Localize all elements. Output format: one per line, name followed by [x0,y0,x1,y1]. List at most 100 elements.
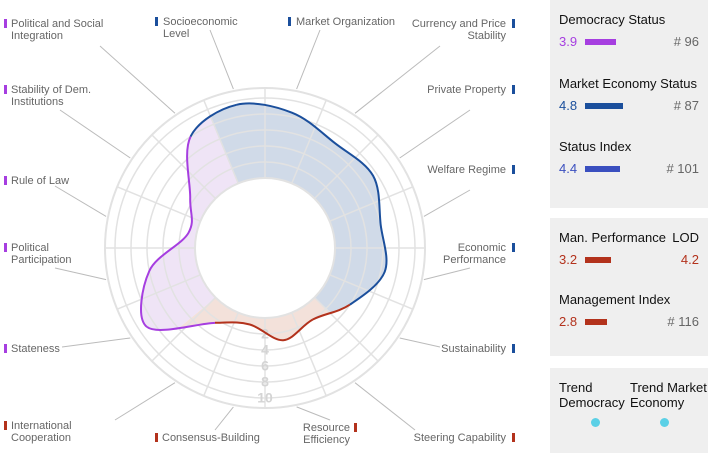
lod-label: LOD [672,230,699,245]
status-row: Democracy Status 3.9 # 96 [559,12,699,49]
status-row: Status Index 4.4 # 101 [559,139,699,176]
axis-marker [512,19,515,28]
outer-ring [104,87,426,409]
row-rank: # 87 [673,98,699,113]
leader-line [114,382,176,421]
grid-ring [146,129,384,367]
axis-marker [354,423,357,432]
spoke [291,312,327,397]
leader-line [214,406,234,431]
status-panel: Democracy Status 3.9 # 96 Market Economy… [550,0,708,208]
row-rank: # 116 [667,314,699,329]
r-tick-label: 10 [257,390,273,406]
series-line [140,136,193,328]
axis-marker [4,243,7,252]
spoke [203,312,239,397]
axis-marker [155,17,158,26]
grid-ring [162,145,368,351]
leader-line [99,45,176,114]
management-row: Management Index 2.8 # 116 [559,292,699,329]
axis-label: Market Organization [296,16,396,28]
trend-dot [660,418,669,427]
management-panel: Man. Performance 3.2 LOD 4.2 Management … [550,218,708,356]
series-fill [141,116,239,330]
grid-ring [130,113,400,383]
axis-label: Resource Efficiency [302,422,350,446]
lod-value: 4.2 [680,252,699,267]
axis-marker [4,19,7,28]
spoke [203,99,239,184]
status-row: Market Economy Status 4.8 # 87 [559,76,699,113]
axis-marker [4,344,7,353]
row-bar [585,39,617,45]
row-bar [585,166,621,172]
r-tick-label: 8 [261,374,269,390]
spoke [151,134,217,200]
leader-line [354,45,441,114]
axis-marker [288,17,291,26]
leader-line [399,337,441,348]
row-rank: # 101 [666,161,699,176]
axis-marker [512,85,515,94]
row-value: 4.8 [559,98,578,113]
row-bar [585,257,611,263]
axis-marker [512,165,515,174]
axis-label: Consensus-Building [162,432,260,444]
spoke [329,186,414,222]
leader-line [354,382,416,431]
axis-marker [4,421,7,430]
connector [312,303,351,321]
leader-line [61,337,131,348]
leader-line [59,109,131,159]
series-line [214,318,314,342]
row-label: Market Economy Status [559,76,697,91]
r-tick-label: 6 [261,358,269,374]
trend-label: Trend Democracy [559,380,625,410]
axis-label: Stateness [11,343,60,355]
row-value: 4.4 [559,161,578,176]
row-label: Democracy Status [559,12,666,27]
leader-line [54,185,107,217]
axis-label: Political and Social Integration [11,18,104,42]
axis-label: Currency and Price Stability [411,18,506,42]
spoke [313,296,379,362]
series-line [236,102,388,306]
grid-ring [178,161,352,335]
axis-label: Steering Capability [413,432,506,444]
axis-label: Rule of Law [11,175,70,187]
spoke [329,274,414,310]
leader-line [399,109,471,159]
leader-line [423,189,471,217]
row-label: Status Index [559,139,632,154]
axis-marker [4,85,7,94]
spoke [116,274,201,310]
axis-label: Political Participation [11,242,72,266]
leader-line [296,406,331,421]
axis-marker [512,243,515,252]
axis-label: International Cooperation [11,420,72,444]
spoke [313,134,379,200]
trend-label: Trend Market Economy [630,380,707,410]
axis-label: Stability of Dem. Institutions [11,84,92,108]
row-value: 2.8 [559,314,578,329]
inner-ring [194,177,336,319]
row-label: Man. Performance [559,230,666,245]
connector [146,321,216,331]
spoke [116,186,201,222]
connector [189,103,237,138]
row-bar [585,103,624,109]
axis-label: Sustainability [441,343,506,355]
row-bar [585,319,608,325]
axis-marker [155,433,158,442]
row-value: 3.2 [559,252,578,267]
axis-marker [4,176,7,185]
axis-label: Welfare Regime [427,164,506,176]
leader-line [209,29,234,90]
r-tick-label: 4 [261,342,269,358]
axis-marker [512,433,515,442]
leader-line [54,267,107,281]
axis-label: Economic Performance [443,242,506,266]
trend-panel: Trend Democracy Trend Market Economy [550,368,708,453]
